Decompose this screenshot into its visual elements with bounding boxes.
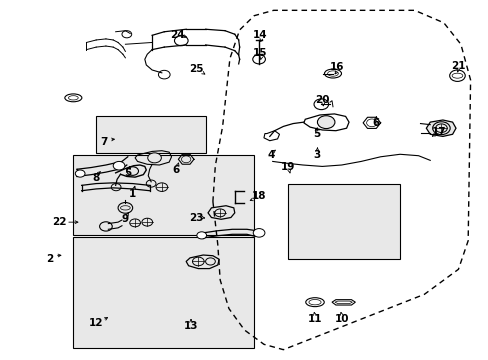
Text: 3: 3 (313, 150, 321, 160)
Text: 5: 5 (312, 129, 320, 139)
Bar (287, 184, 399, 258)
Text: 22: 22 (52, 217, 67, 227)
Text: 13: 13 (183, 321, 198, 332)
Text: 11: 11 (307, 314, 322, 324)
Text: 18: 18 (251, 191, 266, 201)
Text: 5: 5 (124, 168, 131, 178)
Circle shape (317, 116, 334, 129)
Text: 7: 7 (100, 138, 107, 148)
Polygon shape (426, 120, 455, 136)
Bar (73, 155, 254, 235)
Bar (73, 237, 254, 348)
Text: 2: 2 (46, 253, 54, 264)
Circle shape (197, 232, 206, 239)
Text: 25: 25 (188, 64, 203, 74)
Text: 9: 9 (122, 214, 129, 224)
Text: 10: 10 (334, 314, 348, 324)
Text: 14: 14 (252, 30, 267, 40)
Text: 20: 20 (314, 95, 329, 105)
Text: 21: 21 (450, 61, 465, 71)
Text: 12: 12 (89, 318, 103, 328)
Circle shape (75, 170, 85, 177)
Text: 24: 24 (170, 30, 184, 40)
Text: 4: 4 (267, 150, 274, 160)
Text: 6: 6 (172, 165, 180, 175)
Text: 23: 23 (188, 212, 203, 222)
Text: 15: 15 (252, 48, 267, 58)
Text: 6: 6 (371, 118, 379, 128)
Text: 19: 19 (281, 162, 295, 172)
Circle shape (113, 161, 124, 170)
Text: 1: 1 (129, 189, 136, 199)
Bar (96, 116, 205, 153)
Circle shape (147, 153, 161, 163)
Circle shape (253, 229, 264, 237)
Text: 16: 16 (329, 63, 344, 72)
Text: 8: 8 (92, 173, 100, 183)
Text: 17: 17 (431, 127, 446, 137)
